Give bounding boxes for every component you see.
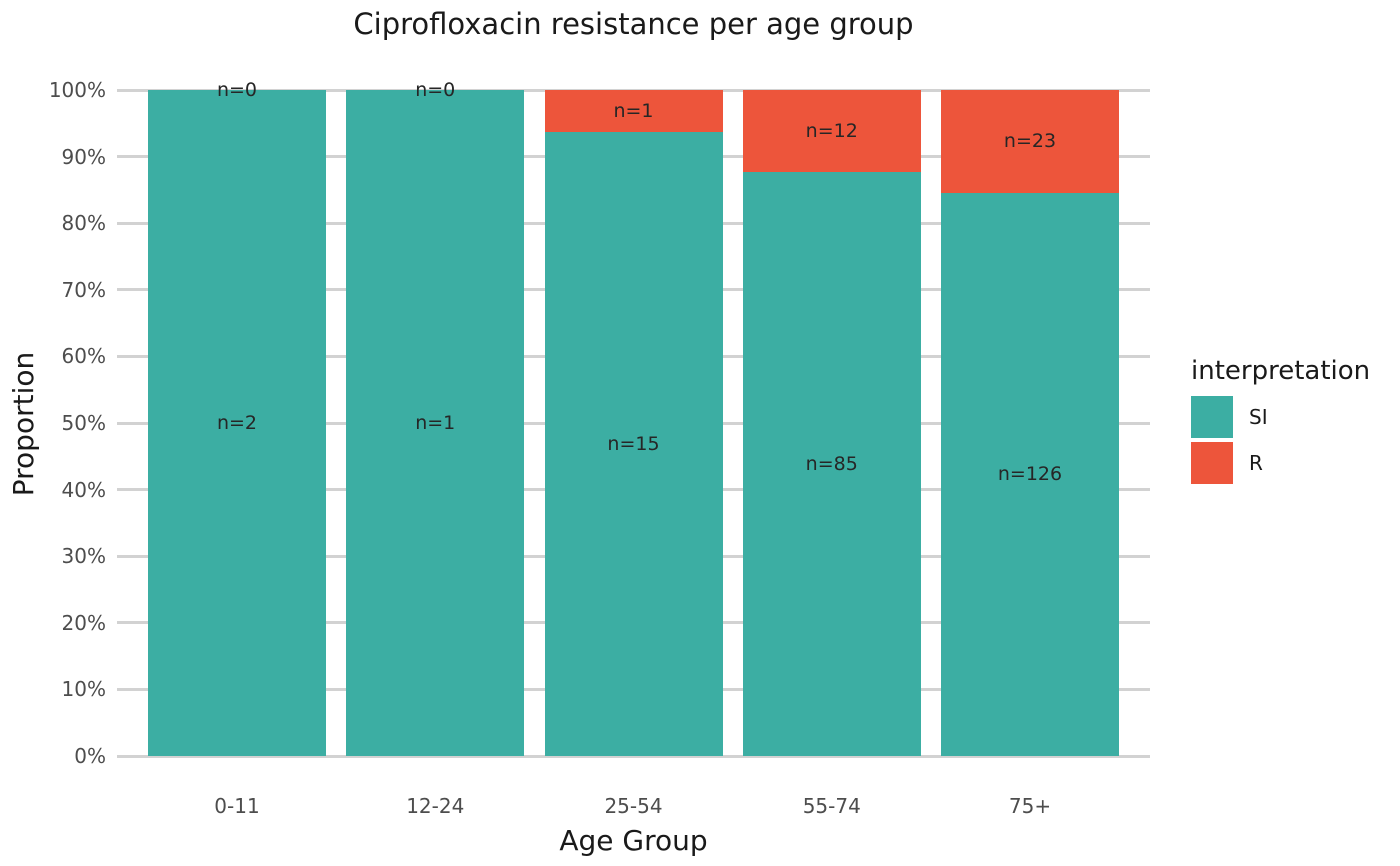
bar-count-label: n=23 — [1003, 130, 1057, 153]
y-tick-label: 50% — [61, 411, 106, 435]
bar-segment-si — [941, 192, 1119, 756]
y-tick-label: 0% — [74, 744, 106, 768]
x-tick-label: 0-11 — [214, 794, 260, 818]
bar-count-label: n=126 — [997, 463, 1063, 486]
x-tick-label: 55-74 — [802, 794, 861, 818]
legend-item-label: R — [1249, 451, 1263, 475]
bar-segment-r — [941, 90, 1119, 193]
legend-item-si: SI — [1191, 396, 1370, 438]
y-tick-label: 40% — [61, 477, 106, 502]
legend-items: SI R — [1191, 396, 1370, 484]
y-tick-label: 10% — [61, 677, 106, 702]
bar-count-label: n=85 — [805, 453, 858, 476]
x-tick-label: 12-24 — [406, 794, 465, 818]
bar-count-label: n=0 — [216, 79, 258, 101]
x-axis-title: Age Group — [559, 824, 708, 857]
y-tick-label: 80% — [61, 211, 106, 236]
bar-count-label: n=1 — [613, 99, 654, 122]
y-tick-label: 90% — [61, 144, 106, 169]
plot-panel: n=2 n=0 n=1 n=0 n=15 n=1 n=85 n=12 n=126 n=23 — [117, 79, 1150, 758]
bar-count-label: n=12 — [805, 120, 858, 143]
bar-count-label: n=2 — [216, 412, 258, 434]
x-tick-label: 75+ — [1008, 794, 1052, 818]
y-tick-label: 20% — [61, 610, 106, 635]
x-tick-label: 25-54 — [604, 794, 663, 818]
chart-title: Ciprofloxacin resistance per age group — [353, 7, 914, 41]
legend-item-label: SI — [1249, 405, 1268, 429]
y-tick-label: 100% — [48, 78, 106, 102]
bar-segment-si — [742, 172, 921, 756]
legend-swatch-r — [1191, 442, 1233, 484]
y-axis-title: Proportion — [7, 351, 40, 497]
legend-item-r: R — [1191, 442, 1370, 484]
legend: interpretation SI R — [1191, 356, 1370, 488]
legend-title: interpretation — [1191, 356, 1371, 386]
y-tick-label: 30% — [61, 544, 106, 569]
gridline — [117, 754, 1150, 758]
bar-count-label: n=1 — [415, 412, 456, 434]
bar-segment-si — [148, 90, 326, 756]
bar-segment-r — [742, 90, 921, 173]
bar-segment-si — [544, 131, 723, 756]
bar-segment-r — [544, 90, 723, 132]
bar-count-label: n=15 — [607, 432, 660, 455]
legend-swatch-si — [1191, 396, 1233, 438]
bar-segment-si — [346, 90, 525, 756]
bar-count-label: n=0 — [415, 79, 456, 101]
y-tick-label: 60% — [61, 344, 106, 369]
y-tick-label: 70% — [61, 277, 106, 302]
